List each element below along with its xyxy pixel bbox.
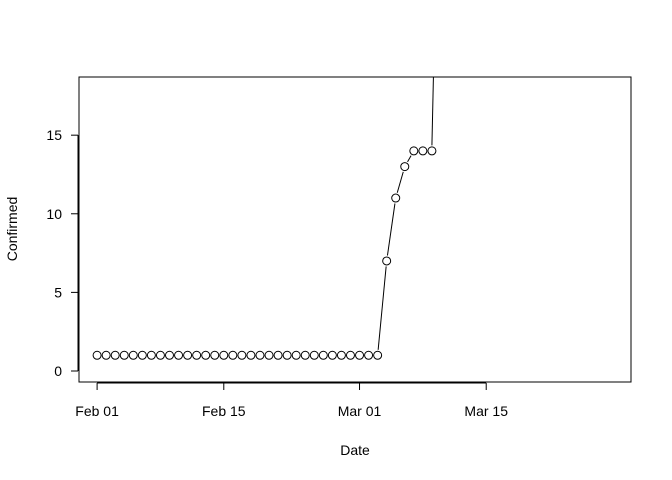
data-point [418,146,428,156]
data-point [282,350,292,360]
data-point [255,350,265,360]
data-point [174,350,184,360]
data-point [273,350,283,360]
y-tick-label: 0 [54,363,62,379]
data-point [400,162,410,172]
data-point [309,350,319,360]
data-point [327,350,337,360]
data-point [318,350,328,360]
data-point [192,350,202,360]
x-axis: Feb 01 Feb 15 Mar 01 Mar 15 [75,382,508,419]
data-point [119,350,129,360]
data-point [128,350,138,360]
data-point [155,350,165,360]
data-point [382,256,392,266]
data-point [336,350,346,360]
series-line-segment [386,203,396,256]
data-point [409,146,419,156]
x-tick-label: Mar 15 [464,403,508,419]
data-point [364,350,374,360]
data-point [427,146,437,156]
x-tick-label: Feb 15 [202,403,246,419]
series-line-segment [407,155,412,163]
data-point [345,350,355,360]
data-point [92,350,102,360]
y-axis-label: Confirmed [4,197,20,262]
data-point [264,350,274,360]
y-tick-label: 15 [46,127,62,143]
series-line-offscale [431,76,434,146]
data-point [391,193,401,203]
data-point [146,350,156,360]
data-point [228,350,238,360]
x-tick-label: Mar 01 [338,403,382,419]
data-point [210,350,220,360]
x-axis-label: Date [340,442,370,458]
data-point [373,350,383,360]
data-point [355,350,365,360]
x-tick-label: Feb 01 [75,403,119,419]
data-point [246,350,256,360]
plot-frame [78,76,632,383]
series-line-segment [377,266,387,350]
series-line-segment [396,171,404,193]
data-point [101,350,111,360]
data-point [137,350,147,360]
data-point [183,350,193,360]
data-point [201,350,211,360]
data-point [110,350,120,360]
data-point [164,350,174,360]
series-points [92,146,437,360]
data-point [291,350,301,360]
data-point [237,350,247,360]
y-tick-label: 10 [46,206,62,222]
data-point [300,350,310,360]
y-axis: 0 5 10 15 [46,127,79,379]
y-tick-label: 5 [54,284,62,300]
data-point [219,350,229,360]
series-lines [377,76,434,350]
